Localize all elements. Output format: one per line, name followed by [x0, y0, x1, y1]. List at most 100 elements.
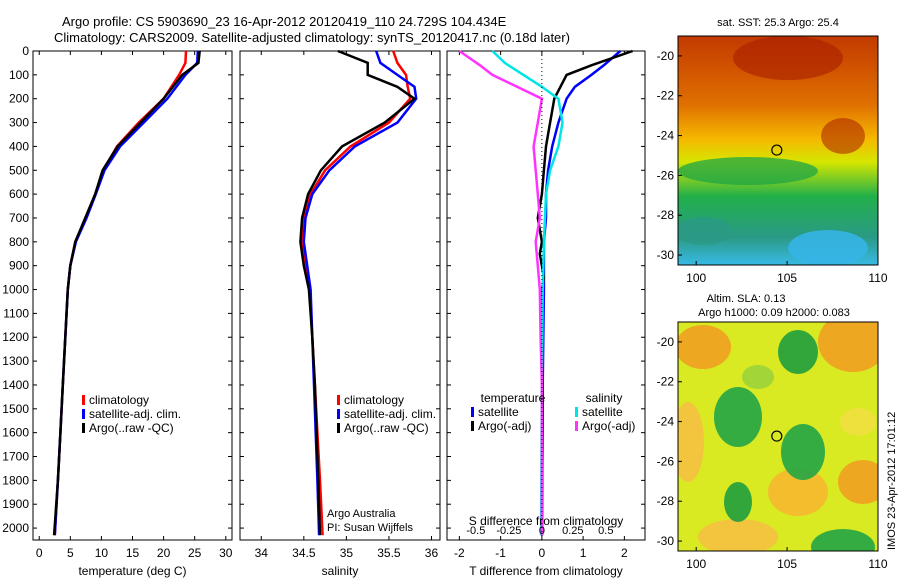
legend-label: satellite [478, 405, 519, 419]
legend-swatch [82, 409, 85, 419]
sla-patch [818, 322, 878, 372]
x-tick-label: 25 [188, 546, 202, 560]
sst-cold-patch [788, 230, 868, 265]
y-tick-label: 1400 [2, 378, 29, 392]
map-frame [677, 321, 879, 552]
map-y-tick-label: -30 [657, 534, 675, 548]
legend-header-salinity: salinity [586, 391, 623, 405]
legend-swatch [337, 409, 340, 419]
sla-patch [714, 387, 762, 447]
legend-label: climatology [344, 393, 404, 407]
x-tick-label: 1 [580, 546, 587, 560]
sst-cold-patch [678, 217, 731, 245]
legend-swatch [82, 395, 85, 405]
s-tick-label: 0 [539, 525, 545, 537]
sla-patch [698, 519, 778, 551]
y-tick-label: 1900 [2, 497, 29, 511]
map-y-tick-label: -30 [657, 248, 675, 262]
x-tick-label: 0 [539, 546, 546, 560]
imos-timestamp: IMOS 23-Apr-2012 17:01:12 [886, 412, 898, 550]
y-tick-label: 1800 [2, 473, 29, 487]
legend-swatch [471, 421, 474, 431]
series-line-argoadj [458, 49, 544, 536]
sla-patch [838, 460, 878, 504]
sla-patch [781, 424, 825, 480]
figure-title-line2: Climatology: CARS2009. Satellite-adjuste… [54, 30, 570, 45]
sla-patch [811, 529, 875, 551]
map-x-tick-label: 110 [868, 557, 887, 571]
legend-label: Argo(..raw -QC) [89, 421, 174, 435]
s-tick-label: -0.25 [496, 525, 521, 537]
sla-patch [840, 408, 876, 436]
y-tick-label: 1100 [3, 306, 29, 320]
x-axis-label: salinity [322, 564, 359, 578]
map-y-tick-label: -28 [657, 494, 675, 508]
y-tick-label: 1000 [2, 283, 29, 297]
legend-label: Argo(-adj) [478, 419, 531, 433]
x-tick-label: 15 [126, 546, 140, 560]
map-y-tick-label: -24 [657, 415, 675, 429]
y-tick-label: 900 [9, 259, 29, 273]
pi-label: PI: Susan Wijffels [327, 522, 413, 534]
y-tick-label: 200 [9, 92, 29, 106]
figure-title-line1: Argo profile: CS 5903690_23 16-Apr-2012 … [62, 14, 507, 29]
x-tick-label: 35.5 [377, 546, 401, 560]
x-axis-label-top: S difference from climatology [469, 514, 624, 528]
x-tick-label: 35 [340, 546, 354, 560]
argo-position-marker [771, 144, 783, 156]
sst-cool-patch [678, 157, 818, 185]
x-tick-label: 5 [67, 546, 74, 560]
map-frame [677, 35, 879, 266]
map-x-tick-label: 105 [777, 557, 797, 571]
difference-panel: -2 -1 0 1 2 T difference from climatology -0.5… [446, 49, 646, 578]
x-tick-label: -1 [495, 546, 506, 560]
map-y-tick-label: -22 [657, 89, 675, 103]
sla-map-title-line2: Argo h1000: 0.09 h2000: 0.083 [698, 307, 850, 319]
x-tick-label: 36 [425, 546, 439, 560]
legend-label: Argo(-adj) [582, 419, 635, 433]
legend-swatch [337, 395, 340, 405]
sla-patch [778, 330, 818, 374]
plot-frame [446, 50, 646, 541]
map-x-tick-label: 100 [686, 557, 706, 571]
legend-label: satellite-adj. clim. [89, 407, 181, 421]
legend-label: satellite-adj. clim. [344, 407, 436, 421]
legend-swatch [575, 407, 578, 417]
y-tick-label: 400 [9, 139, 29, 153]
sla-patch [742, 365, 774, 389]
legend-swatch [337, 423, 340, 433]
sst-map-title: sat. SST: 25.3 Argo: 25.4 [717, 17, 839, 29]
sla-map-title-line1: Altim. SLA: 0.13 [707, 293, 786, 305]
s-tick-label: -0.5 [466, 525, 485, 537]
argo-australia-label: Argo Australia [327, 508, 396, 520]
map-y-tick-label: -28 [657, 208, 675, 222]
series-line-argorawqc [299, 49, 417, 536]
sst-map-panel: 100 105 110 -20 -22 -24 -26 -28 -30 sat. SST: 25.… [657, 17, 888, 285]
x-tick-label: 34 [255, 546, 269, 560]
sst-warm-patch [821, 118, 865, 154]
legend-swatch [471, 407, 474, 417]
legend-header-temperature: temperature [481, 391, 546, 405]
y-tick-label: 800 [9, 235, 29, 249]
series-line-satellite [491, 50, 564, 536]
x-axis-label: T difference from climatology [469, 564, 623, 578]
map-x-tick-label: 110 [868, 271, 887, 285]
map-x-tick-label: 100 [686, 271, 706, 285]
y-tick-label: 700 [9, 211, 29, 225]
y-tick-label: 1600 [2, 426, 29, 440]
plot-frame [32, 50, 233, 541]
argo-position-marker [771, 430, 783, 442]
sla-patch [678, 325, 731, 369]
s-tick-label: 0.5 [598, 525, 613, 537]
x-tick-label: 10 [95, 546, 109, 560]
map-y-tick-label: -22 [657, 375, 675, 389]
legend-swatch [575, 421, 578, 431]
x-axis-label: temperature (deg C) [78, 564, 186, 578]
y-tick-label: 1500 [2, 402, 29, 416]
legend-label: climatology [89, 393, 149, 407]
sla-patch [724, 482, 752, 522]
x-tick-label: 30 [219, 546, 233, 560]
y-tick-label: 0 [22, 44, 29, 58]
y-tick-label: 100 [9, 68, 29, 82]
